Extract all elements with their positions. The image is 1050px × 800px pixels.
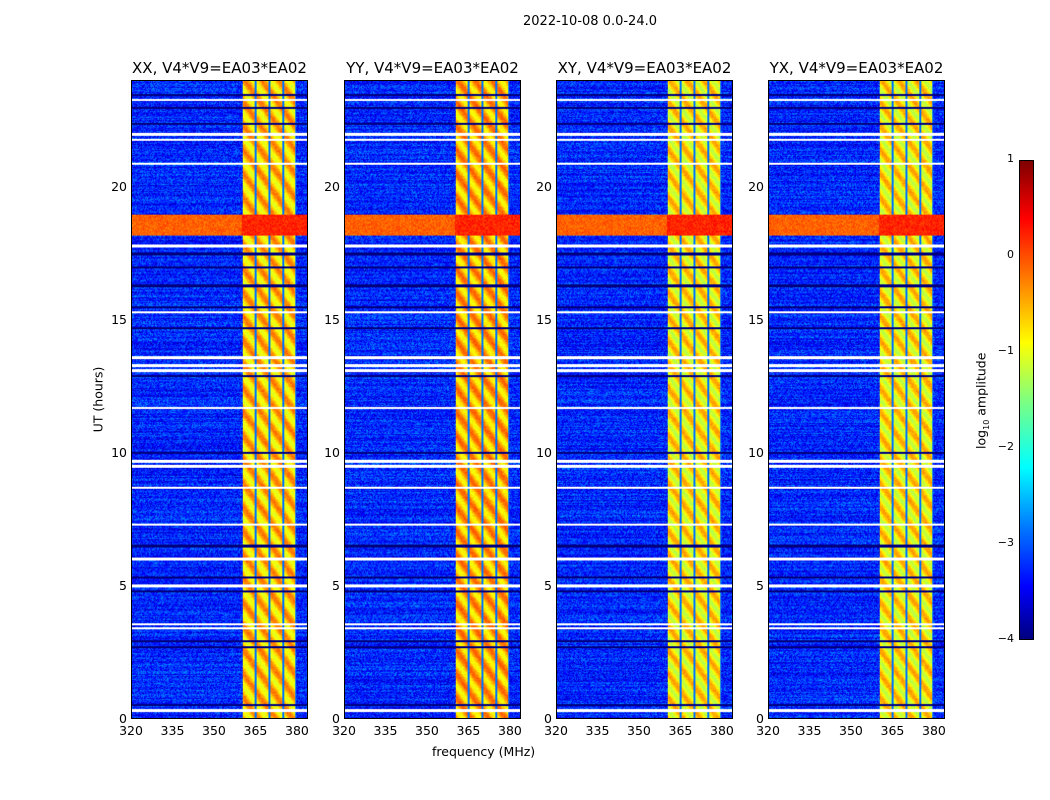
x-tick-label: 365 bbox=[456, 723, 481, 738]
x-tick-label: 320 bbox=[756, 723, 780, 738]
x-tick-label: 335 bbox=[160, 723, 185, 738]
heatmap-cells bbox=[557, 81, 732, 718]
x-tick-label: 380 bbox=[285, 723, 309, 738]
colorbar-tick-label: −1 bbox=[997, 344, 1014, 357]
panel-title: XX, V4*V9=EA03*EA02 bbox=[132, 59, 307, 77]
y-tick-label: 10 bbox=[111, 444, 127, 460]
colorbar-tick-label: 0 bbox=[1007, 248, 1014, 261]
y-tick-label: 5 bbox=[119, 577, 127, 593]
x-tick-label: 320 bbox=[119, 723, 143, 738]
heatmap-panel-2 bbox=[344, 80, 521, 719]
x-tick-label: 350 bbox=[415, 723, 439, 738]
panel-title: YY, V4*V9=EA03*EA02 bbox=[346, 59, 519, 77]
x-tick-label: 380 bbox=[710, 723, 734, 738]
figure-title: 2022-10-08 0.0-24.0 bbox=[523, 14, 657, 29]
colorbar-label: log10 amplitude bbox=[973, 352, 991, 449]
y-tick-label: 10 bbox=[536, 444, 552, 460]
heatmap-panel-1 bbox=[131, 80, 308, 719]
heatmap-cells bbox=[769, 81, 944, 718]
colorbar-tick-label: 1 bbox=[1007, 152, 1014, 165]
colorbar-tick-label: −2 bbox=[997, 440, 1014, 453]
y-tick-label: 15 bbox=[111, 311, 127, 327]
y-tick-label: 5 bbox=[756, 577, 764, 593]
x-tick-label: 335 bbox=[373, 723, 398, 738]
y-tick-label: 0 bbox=[119, 711, 127, 726]
heatmap-cells bbox=[345, 81, 520, 718]
y-tick-label: 5 bbox=[544, 577, 552, 593]
panel-title: YX, V4*V9=EA03*EA02 bbox=[769, 59, 944, 77]
x-tick-label: 320 bbox=[332, 723, 356, 738]
y-tick-label: 0 bbox=[544, 711, 552, 726]
x-tick-label: 335 bbox=[585, 723, 610, 738]
y-tick-label: 5 bbox=[332, 577, 340, 593]
y-tick-label: 0 bbox=[756, 711, 764, 726]
y-tick-label: 20 bbox=[748, 178, 764, 194]
colorbar-tick-label: −4 bbox=[997, 632, 1014, 645]
x-tick-label: 365 bbox=[243, 723, 268, 738]
heatmap-panel-4 bbox=[768, 80, 945, 719]
y-axis-label: UT (hours) bbox=[90, 366, 106, 433]
y-tick-label: 10 bbox=[748, 444, 764, 460]
y-tick-label: 20 bbox=[536, 178, 552, 194]
y-tick-label: 20 bbox=[111, 178, 127, 194]
x-tick-label: 380 bbox=[498, 723, 522, 738]
x-tick-label: 365 bbox=[668, 723, 693, 738]
x-tick-label: 365 bbox=[880, 723, 905, 738]
y-tick-label: 15 bbox=[324, 311, 340, 327]
colorbar bbox=[1019, 160, 1034, 640]
x-axis-label: frequency (MHz) bbox=[432, 744, 536, 759]
y-tick-label: 20 bbox=[324, 178, 340, 194]
x-tick-label: 350 bbox=[202, 723, 226, 738]
x-tick-label: 350 bbox=[839, 723, 863, 738]
y-tick-label: 10 bbox=[324, 444, 340, 460]
panel-title: XY, V4*V9=EA03*EA02 bbox=[557, 59, 732, 77]
heatmap-panel-3 bbox=[556, 80, 733, 719]
x-tick-label: 335 bbox=[797, 723, 822, 738]
x-tick-label: 320 bbox=[544, 723, 568, 738]
heatmap-cells bbox=[132, 81, 307, 718]
y-tick-label: 15 bbox=[748, 311, 764, 327]
y-tick-label: 15 bbox=[536, 311, 552, 327]
colorbar-tick-label: −3 bbox=[997, 536, 1014, 549]
x-tick-label: 380 bbox=[922, 723, 946, 738]
x-tick-label: 350 bbox=[627, 723, 651, 738]
y-tick-label: 0 bbox=[332, 711, 340, 726]
